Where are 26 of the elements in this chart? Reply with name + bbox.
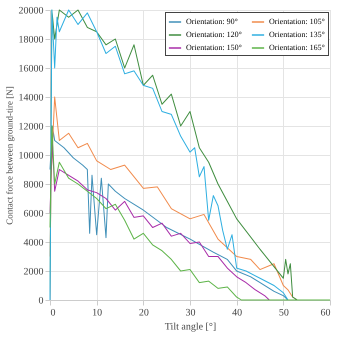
x-axis-title: Tilt angle [°] [164, 322, 216, 332]
x-tick-label: 60 [320, 308, 330, 318]
x-tick-label: 40 [232, 308, 242, 318]
legend-label: Orientation: 165° [269, 43, 325, 52]
y-tick-label: 8000 [24, 180, 44, 190]
y-tick-label: 12000 [18, 122, 44, 132]
legend-label: Orientation: 105° [269, 17, 325, 26]
y-tick-label: 14000 [18, 92, 44, 104]
legend-label: Orientation: 90° [186, 17, 238, 26]
y-tick-label: 20000 [18, 6, 44, 16]
y-tick-label: 16000 [18, 64, 44, 74]
y-tick-label: 10000 [18, 150, 44, 162]
x-tick-label: 10 [92, 308, 102, 318]
x-tick-label: 50 [278, 308, 289, 318]
y-tick-label: 6000 [24, 208, 44, 220]
x-tick-label: 30 [186, 308, 196, 318]
legend-label: Orientation: 120° [186, 30, 242, 39]
x-tick-label: 20 [138, 308, 149, 318]
legend-label: Orientation: 135° [269, 30, 325, 39]
legend-label: Orientation: 150° [186, 43, 242, 52]
x-tick-label: 0 [50, 308, 56, 318]
y-tick-label: 0 [38, 296, 44, 306]
y-axis-title: Contact force between ground-tire [N] [4, 86, 14, 225]
y-tick-label: 2000 [24, 266, 44, 278]
y-tick-label: 4000 [24, 238, 44, 248]
y-tick-label: 18000 [18, 34, 44, 46]
